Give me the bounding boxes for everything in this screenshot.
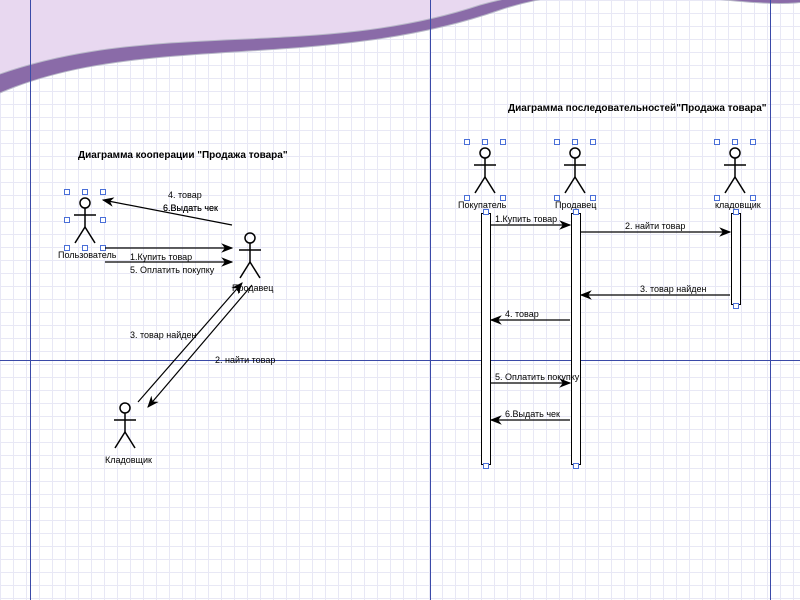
selection-handle[interactable]: [554, 195, 560, 201]
selection-handle[interactable]: [573, 463, 579, 469]
seq-msg-5: 5. Оплатить покупку: [495, 372, 579, 382]
selection-handle[interactable]: [100, 217, 106, 223]
seq-msg-2: 2. найти товар: [625, 221, 685, 231]
selection-handle[interactable]: [500, 195, 506, 201]
seq-msg-4: 4. товар: [505, 309, 539, 319]
seq-msg-6: 6.Выдать чек: [505, 409, 560, 419]
actor-collab-store: [110, 400, 140, 450]
actor-collab-user: [70, 195, 100, 245]
selection-handle[interactable]: [500, 139, 506, 145]
grid-background: [0, 0, 800, 600]
selection-handle[interactable]: [733, 209, 739, 215]
selection-handle[interactable]: [482, 139, 488, 145]
collab-msg-m4: 4. товар: [168, 190, 202, 200]
actor-seq-store: [720, 145, 750, 195]
selection-handle[interactable]: [750, 195, 756, 201]
actor-label-collab-user: Пользователь: [58, 250, 116, 260]
selection-handle[interactable]: [572, 139, 578, 145]
selection-handle[interactable]: [100, 245, 106, 251]
seq-msg-1: 1.Купить товар: [495, 214, 557, 224]
selection-handle[interactable]: [573, 209, 579, 215]
collab-msg-m3: 3. товар найден: [130, 330, 196, 340]
lifeline-seller: [571, 213, 581, 465]
selection-handle[interactable]: [100, 189, 106, 195]
selection-handle[interactable]: [64, 245, 70, 251]
axis-vertical-1: [30, 0, 31, 600]
selection-handle[interactable]: [483, 209, 489, 215]
selection-handle[interactable]: [464, 139, 470, 145]
selection-handle[interactable]: [82, 189, 88, 195]
collab-msg-m1: 1.Купить товар: [130, 252, 192, 262]
actor-seq-buyer: [470, 145, 500, 195]
axis-vertical-3: [770, 0, 771, 600]
selection-handle[interactable]: [590, 139, 596, 145]
actor-collab-seller: [235, 230, 265, 280]
selection-handle[interactable]: [64, 217, 70, 223]
selection-handle[interactable]: [732, 139, 738, 145]
diagram-canvas: Диаграмма кооперации "Продажа товара" Ди…: [0, 0, 800, 600]
selection-handle[interactable]: [464, 195, 470, 201]
selection-handle[interactable]: [82, 245, 88, 251]
collab-msg-m5: 5. Оплатить покупку: [130, 265, 214, 275]
actor-seq-seller: [560, 145, 590, 195]
selection-handle[interactable]: [750, 139, 756, 145]
axis-vertical-2: [430, 0, 431, 600]
selection-handle[interactable]: [554, 139, 560, 145]
lifeline-buyer: [481, 213, 491, 465]
selection-handle[interactable]: [590, 195, 596, 201]
collab-msg-m6: 6.Выдать чек: [163, 203, 218, 213]
seq-msg-3: 3. товар найден: [640, 284, 706, 294]
actor-label-collab-seller: Продавец: [232, 283, 273, 293]
collab-msg-m2: 2. найти товар: [215, 355, 275, 365]
lifeline-store: [731, 213, 741, 305]
selection-handle[interactable]: [64, 189, 70, 195]
selection-handle[interactable]: [733, 303, 739, 309]
actor-label-collab-store: Кладовщик: [105, 455, 152, 465]
seq-title: Диаграмма последовательностей"Продажа то…: [508, 103, 767, 114]
axis-horizontal: [0, 360, 800, 361]
collab-title: Диаграмма кооперации "Продажа товара": [78, 150, 288, 161]
selection-handle[interactable]: [483, 463, 489, 469]
selection-handle[interactable]: [714, 139, 720, 145]
selection-handle[interactable]: [714, 195, 720, 201]
